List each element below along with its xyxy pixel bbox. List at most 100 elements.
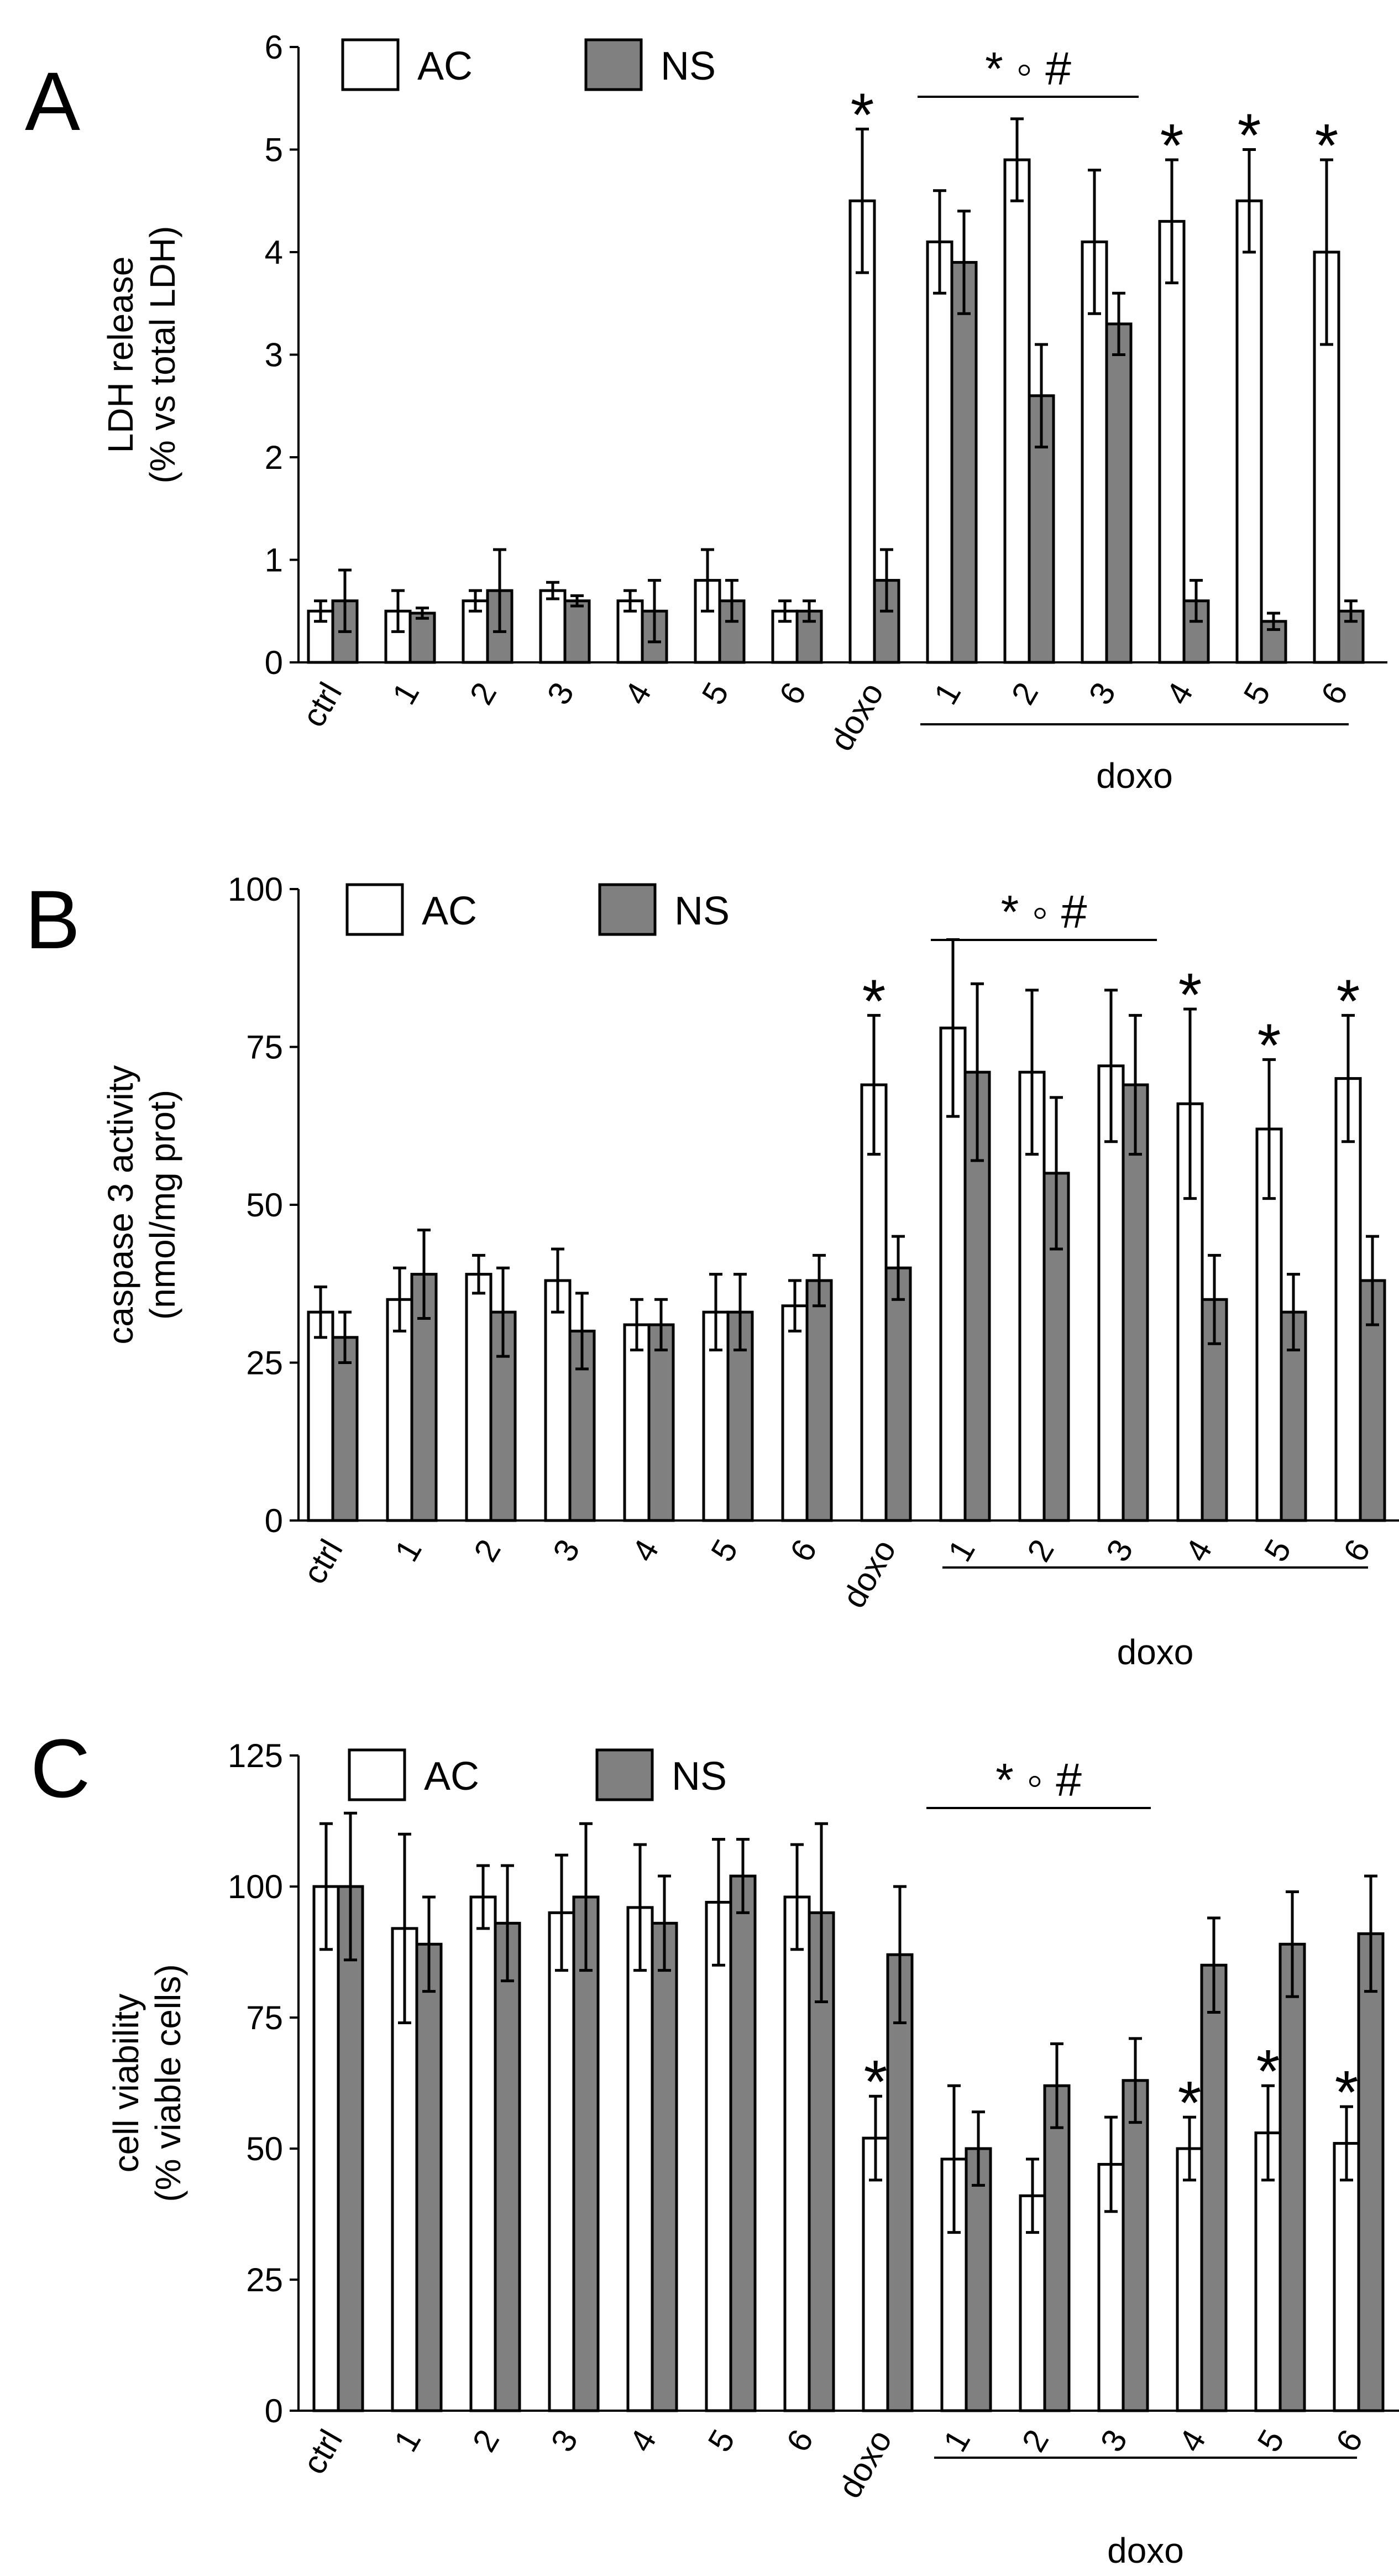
x-tick-label: 3	[1093, 2423, 1135, 2458]
x-tick-label: 5	[695, 676, 736, 710]
group-label: doxo	[1107, 2531, 1184, 2570]
bar-ac	[783, 1895, 811, 2412]
x-tick-label: doxo	[831, 2423, 899, 2504]
bar-ac	[1235, 199, 1263, 664]
significance-bracket-label: * ◦ #	[995, 1754, 1082, 1806]
significance-star: *	[1315, 112, 1339, 180]
bar-ns	[805, 1279, 833, 1522]
significance-star: *	[1178, 961, 1202, 1029]
significance-star: *	[1335, 2058, 1359, 2126]
y-tick-label: 75	[246, 1999, 283, 2036]
x-tick-label: 6	[779, 2423, 821, 2458]
y-axis-title: cell viability(% viable cells)	[106, 1964, 188, 2202]
significance-bracket-label: * ◦ #	[1001, 886, 1087, 938]
bar-ac	[548, 1911, 575, 2412]
x-tick-label: 2	[463, 676, 504, 710]
y-tick-label: 2	[265, 439, 283, 476]
bar-ns	[1105, 322, 1133, 664]
significance-star: *	[1238, 102, 1261, 170]
y-axis-title-line: (% viable cells)	[148, 1964, 188, 2202]
y-tick-label: 100	[228, 1868, 283, 1905]
x-tick-label: 2	[1015, 2423, 1056, 2458]
y-tick-label: 75	[246, 1029, 283, 1066]
y-tick-label: 6	[265, 29, 283, 66]
y-tick-label: 0	[265, 644, 283, 681]
x-tick-label: doxo	[822, 676, 890, 757]
bar-ns	[1279, 1942, 1306, 2412]
x-tick-label: 4	[622, 2423, 664, 2458]
bar-ns	[572, 1895, 600, 2412]
y-tick-label: 25	[246, 2261, 283, 2298]
x-tick-label: 4	[625, 1533, 666, 1567]
x-tick-label: 1	[387, 1533, 429, 1567]
x-tick-label: 3	[540, 676, 581, 710]
x-tick-label: 3	[544, 2423, 585, 2458]
x-tick-label: 1	[387, 2423, 428, 2458]
legend-label-ns: NS	[672, 1754, 727, 1799]
bar-ns	[1357, 1932, 1385, 2412]
x-tick-label: 6	[772, 676, 814, 710]
x-tick-label: 4	[1178, 1533, 1219, 1567]
x-tick-label: 6	[1329, 2423, 1370, 2458]
significance-star: *	[862, 967, 886, 1035]
bar-ac	[623, 1323, 651, 1522]
bar-ac	[539, 589, 567, 664]
x-tick-label: 5	[1250, 2423, 1292, 2458]
bar-ac	[1334, 1077, 1362, 1522]
group-label: doxo	[1096, 756, 1173, 796]
legend-label-ns: NS	[661, 44, 716, 88]
bar-ns	[1043, 2084, 1071, 2412]
y-axis-title: caspase 3 activity(nmol/mg prot)	[101, 1065, 182, 1344]
legend-swatch-ns	[595, 1748, 654, 1801]
x-tick-label: 1	[936, 2423, 978, 2458]
bar-ac	[926, 240, 953, 664]
x-tick-label: 3	[546, 1533, 587, 1567]
x-tick-label: 5	[701, 2423, 742, 2458]
bar-ac	[386, 1298, 413, 1522]
y-axis-title-line: cell viability	[106, 1994, 146, 2173]
bar-ac	[307, 1310, 334, 1522]
bar-ac	[1081, 240, 1108, 664]
bar-ns	[886, 1953, 914, 2412]
y-axis-title-line: (nmol/mg prot)	[143, 1090, 182, 1320]
y-tick-label: 0	[265, 2392, 283, 2429]
x-tick-label: 5	[1257, 1533, 1298, 1567]
bar-ns	[563, 599, 591, 664]
bar-ac	[781, 1304, 809, 1522]
y-tick-label: 3	[265, 337, 283, 374]
bar-ns	[331, 1336, 359, 1522]
x-tick-label: 5	[704, 1533, 745, 1567]
chart-panel-a: A 0 1 2 3 4 5 6 LDH release(% vs total LDH) ctrl 1…	[25, 29, 1387, 796]
x-tick-label: 6	[783, 1533, 824, 1567]
legend-swatch-ns	[584, 38, 643, 91]
significance-star: *	[1256, 2037, 1280, 2105]
x-tick-label: 1	[927, 676, 968, 710]
bar-ac	[1158, 220, 1186, 664]
x-tick-label: 4	[617, 676, 659, 710]
y-tick-label: 1	[265, 542, 283, 579]
legend-label-ac: AC	[424, 1754, 479, 1799]
y-axis-title-line: (% vs total LDH)	[143, 226, 182, 484]
significance-star: *	[1178, 2069, 1202, 2137]
x-tick-label: 3	[1099, 1533, 1140, 1567]
x-tick-label: 6	[1314, 676, 1355, 710]
y-tick-label: 100	[228, 871, 283, 908]
x-tick-label: ctrl	[295, 2423, 349, 2480]
bar-ns	[726, 1310, 754, 1522]
y-tick-label: 4	[265, 234, 283, 271]
y-tick-label: 50	[246, 2130, 283, 2167]
x-tick-label: doxo	[835, 1533, 903, 1614]
bar-ns	[1122, 1083, 1149, 1522]
x-tick-label: ctrl	[295, 676, 349, 733]
y-tick-label: 50	[246, 1187, 283, 1224]
bar-ac	[544, 1279, 572, 1522]
x-tick-label: 4	[1172, 2423, 1213, 2458]
y-tick-label: 125	[228, 1737, 283, 1774]
y-axis-title: LDH release(% vs total LDH)	[101, 226, 182, 484]
x-tick-label: 5	[1236, 676, 1278, 710]
bar-ac	[626, 1906, 654, 2412]
x-tick-label: 4	[1159, 676, 1201, 710]
panel-letter: B	[25, 873, 80, 966]
